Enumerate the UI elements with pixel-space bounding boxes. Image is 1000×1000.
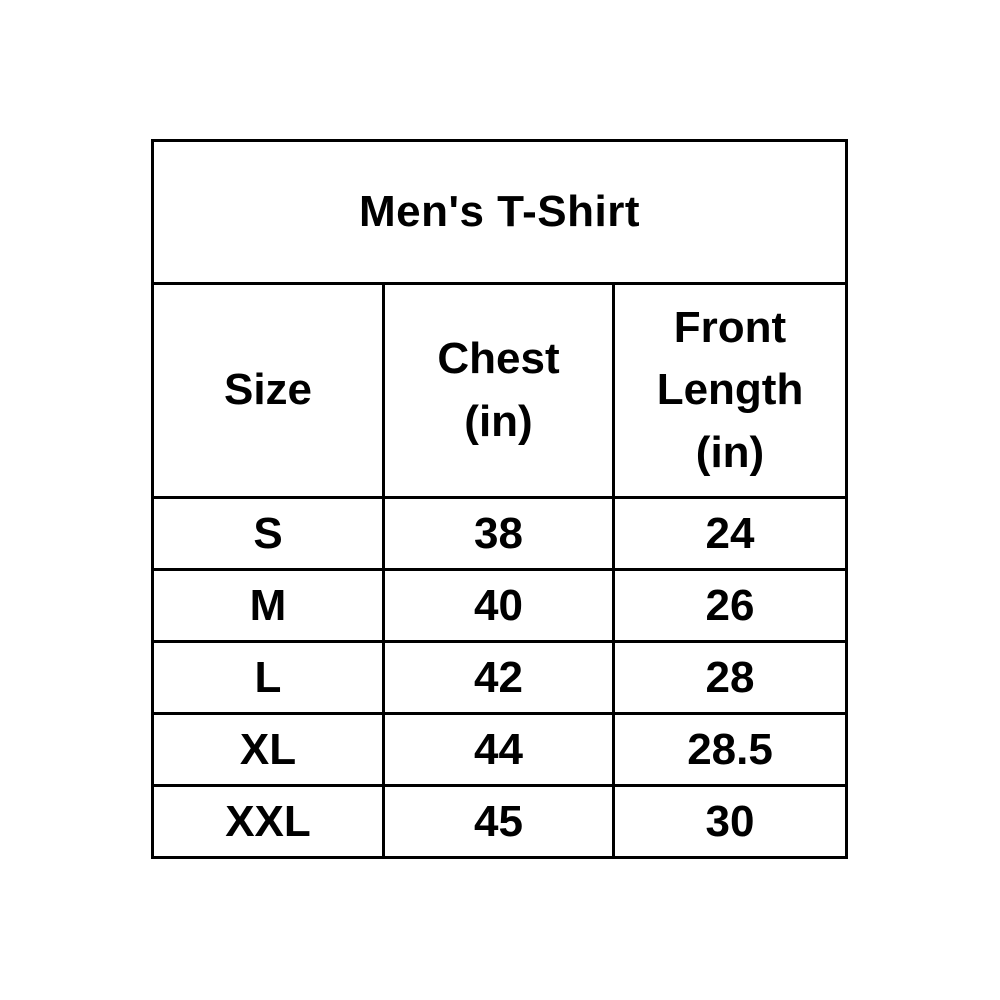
header-row: Size Chest (in) Front Length (in)	[151, 282, 849, 499]
header-line: Length	[656, 365, 804, 415]
column-header-size: Size	[151, 282, 385, 499]
table-row: XXL 45 30	[151, 784, 849, 859]
header-line: Size	[223, 365, 313, 415]
size-cell: L	[151, 640, 385, 715]
table-row: M 40 26	[151, 568, 849, 643]
front-length-cell: 28	[611, 640, 849, 715]
size-cell: S	[151, 496, 385, 571]
column-header-front-length: Front Length (in)	[611, 282, 849, 499]
header-line: (in)	[464, 396, 533, 446]
size-cell: XXL	[151, 784, 385, 859]
size-cell: M	[151, 568, 385, 643]
header-line: Chest	[437, 334, 560, 384]
size-cell: XL	[151, 712, 385, 787]
front-length-cell: 30	[611, 784, 849, 859]
table-row: L 42 28	[151, 640, 849, 715]
chest-cell: 45	[382, 784, 615, 859]
table-row: XL 44 28.5	[151, 712, 849, 787]
table-title: Men's T-Shirt	[150, 139, 849, 285]
chest-cell: 42	[382, 640, 615, 715]
chest-cell: 44	[382, 712, 615, 787]
front-length-cell: 28.5	[611, 712, 849, 787]
header-line: (in)	[695, 427, 765, 477]
chest-cell: 40	[382, 568, 615, 643]
size-chart-table: Men's T-Shirt Size Chest (in) Front Leng…	[150, 139, 849, 859]
header-line: Front	[673, 302, 787, 352]
column-header-chest: Chest (in)	[382, 282, 615, 499]
table-row: S 38 24	[151, 496, 849, 571]
title-row: Men's T-Shirt	[150, 139, 849, 285]
chest-cell: 38	[382, 496, 615, 571]
front-length-cell: 24	[611, 496, 849, 571]
front-length-cell: 26	[611, 568, 849, 643]
